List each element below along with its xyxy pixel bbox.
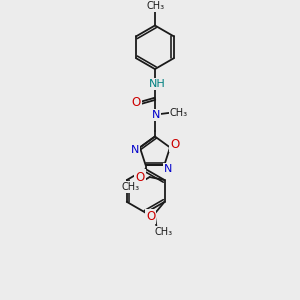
Text: CH₃: CH₃ [170, 108, 188, 118]
Text: O: O [135, 171, 144, 184]
Text: O: O [131, 96, 141, 109]
Text: N: N [152, 110, 160, 120]
Text: CH₃: CH₃ [122, 182, 140, 192]
Text: CH₃: CH₃ [154, 226, 172, 237]
Text: O: O [146, 210, 155, 223]
Text: O: O [170, 138, 180, 151]
Text: N: N [131, 146, 139, 155]
Text: CH₃: CH₃ [147, 1, 165, 11]
Text: N: N [164, 164, 172, 174]
Text: NH: NH [148, 79, 165, 89]
